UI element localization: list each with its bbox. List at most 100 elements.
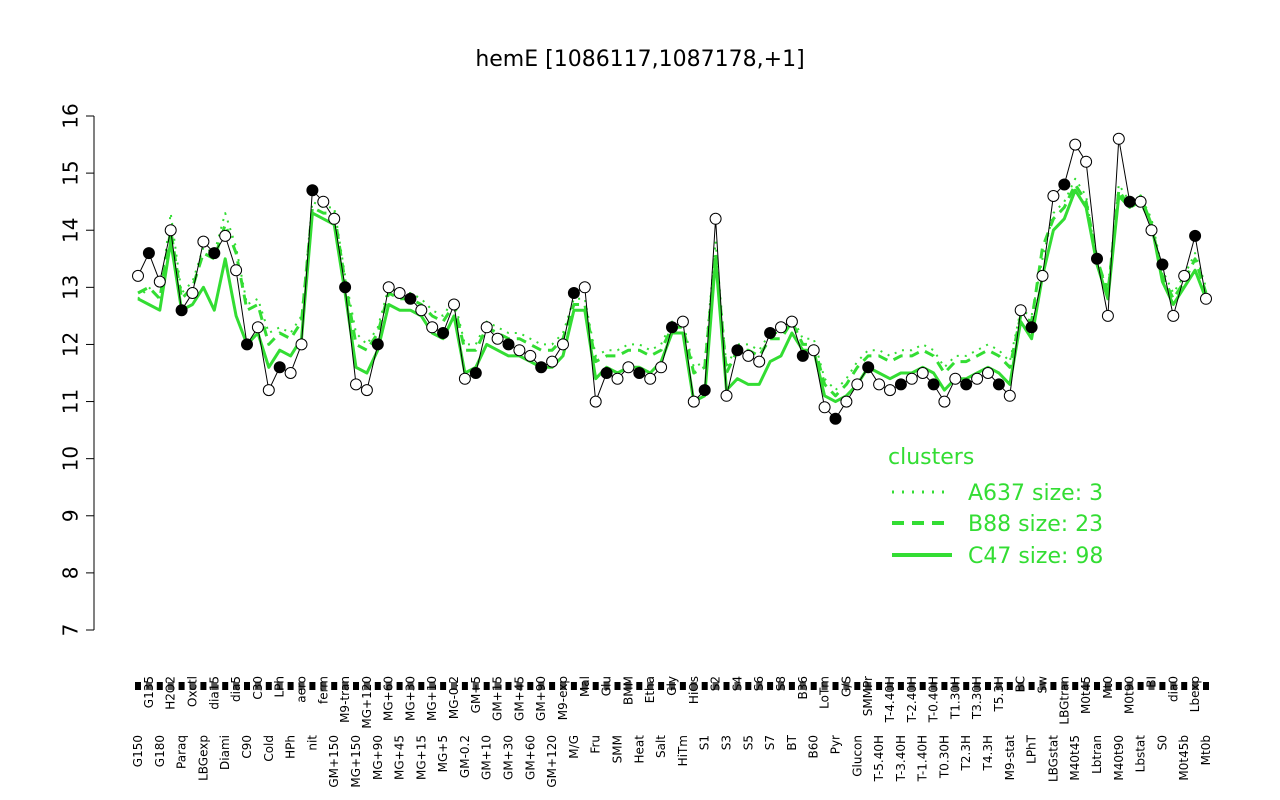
y-tick-label: 9 [59,509,83,522]
x-tick-label: G150 [131,735,145,767]
data-point [807,344,820,357]
x-tick-marker [1083,682,1090,690]
data-point [960,378,973,391]
x-tick-marker [788,682,795,690]
x-tick-marker [189,682,196,690]
x-tick-label: MG+45 [393,735,407,780]
x-tick-label: S6 [752,676,766,691]
x-tick-label: T-3.40H [894,735,908,782]
x-tick-marker [647,682,654,690]
data-point [164,224,177,237]
x-tick-label: Glu [600,676,614,696]
data-point [328,212,341,225]
x-tick-marker [1072,682,1079,690]
x-tick-marker [494,682,501,690]
x-tick-label: HiOs [687,676,701,704]
x-tick-label: Pyr [829,735,843,754]
x-tick-marker [712,682,719,690]
data-point [644,372,657,385]
data-point [1145,224,1158,237]
x-tick-marker [342,682,349,690]
x-tick-marker [516,682,523,690]
x-tick-marker [538,682,545,690]
data-point [557,338,569,351]
x-tick-marker [440,682,447,690]
data-point [1200,292,1212,305]
data-point [153,275,166,288]
x-tick-marker [483,682,490,690]
x-tick-label: M9-tran [338,676,352,723]
data-point [448,298,460,311]
x-tick-marker [320,682,327,690]
x-tick-marker [1192,682,1199,690]
x-tick-label: BMM [621,676,635,705]
x-tick-marker [897,682,904,690]
x-tick-marker [265,682,272,690]
x-tick-marker [832,682,839,690]
x-tick-marker [1170,682,1177,690]
x-tick-label: HiTm [676,735,690,766]
data-point [775,321,787,334]
data-point [142,247,155,260]
x-tick-label: MG+15 [414,735,428,780]
data-point [884,384,896,397]
data-point [535,361,548,374]
data-point [502,338,515,351]
data-point [589,395,602,408]
data-point [829,412,842,425]
x-tick-marker [1148,682,1155,690]
x-tick-marker [679,682,686,690]
y-tick-label: 8 [59,567,83,580]
x-tick-label: Oxctl [186,676,200,707]
x-tick-label: T2.3H [959,735,973,771]
data-point [426,321,439,334]
x-tick-marker [363,682,370,690]
x-tick-marker [331,682,338,690]
data-point [851,378,864,391]
data-point [676,315,689,328]
x-tick-label: Mt0 [1101,676,1115,699]
data-point [687,395,700,408]
data-point [785,315,798,328]
x-tick-marker [995,682,1002,690]
x-tick-marker [505,682,512,690]
y-tick-label: 7 [59,624,83,637]
x-tick-marker [767,682,774,690]
x-tick-label: LPh [273,676,287,698]
data-point [1167,309,1180,322]
x-tick-label: B36 [796,676,810,700]
x-tick-marker [799,682,806,690]
x-tick-marker [309,682,316,690]
x-tick-label: C90 [240,735,254,759]
x-tick-marker [963,682,970,690]
x-tick-label: G/S [839,676,853,697]
data-point [1189,229,1202,242]
data-point [1014,304,1027,317]
x-tick-marker [1203,682,1209,690]
x-tick-label: M0t45 [1079,676,1093,714]
x-tick-label: MG+5 [436,735,450,772]
x-tick-marker [1028,682,1035,690]
data-point [982,367,994,379]
x-tick-label: T3.30H [970,676,984,720]
data-point [949,372,962,385]
x-tick-label: LBGexp [196,735,210,781]
data-points [132,132,1212,425]
data-point [1134,195,1147,208]
x-tick-label: T5.3H [992,676,1006,712]
x-tick-marker [451,682,457,690]
x-tick-marker [156,682,163,690]
x-tick-marker [287,682,294,690]
x-axis: G150 G135 G180 H2O2 Paraq Oxctl LBGexp dia15 Dia… [131,676,1213,788]
data-point [306,184,319,197]
x-tick-marker [200,682,207,690]
x-tick-marker [592,682,599,690]
x-tick-label: MG-0.2 [447,676,461,719]
data-point [241,338,253,351]
x-tick-label: M9-stat [1003,735,1017,781]
x-tick-label: GM-0.2 [458,735,472,778]
data-point [480,321,493,334]
x-tick-marker [1126,682,1133,690]
x-tick-label: MG+30 [403,676,417,721]
x-tick-label: GM+15 [491,676,505,721]
